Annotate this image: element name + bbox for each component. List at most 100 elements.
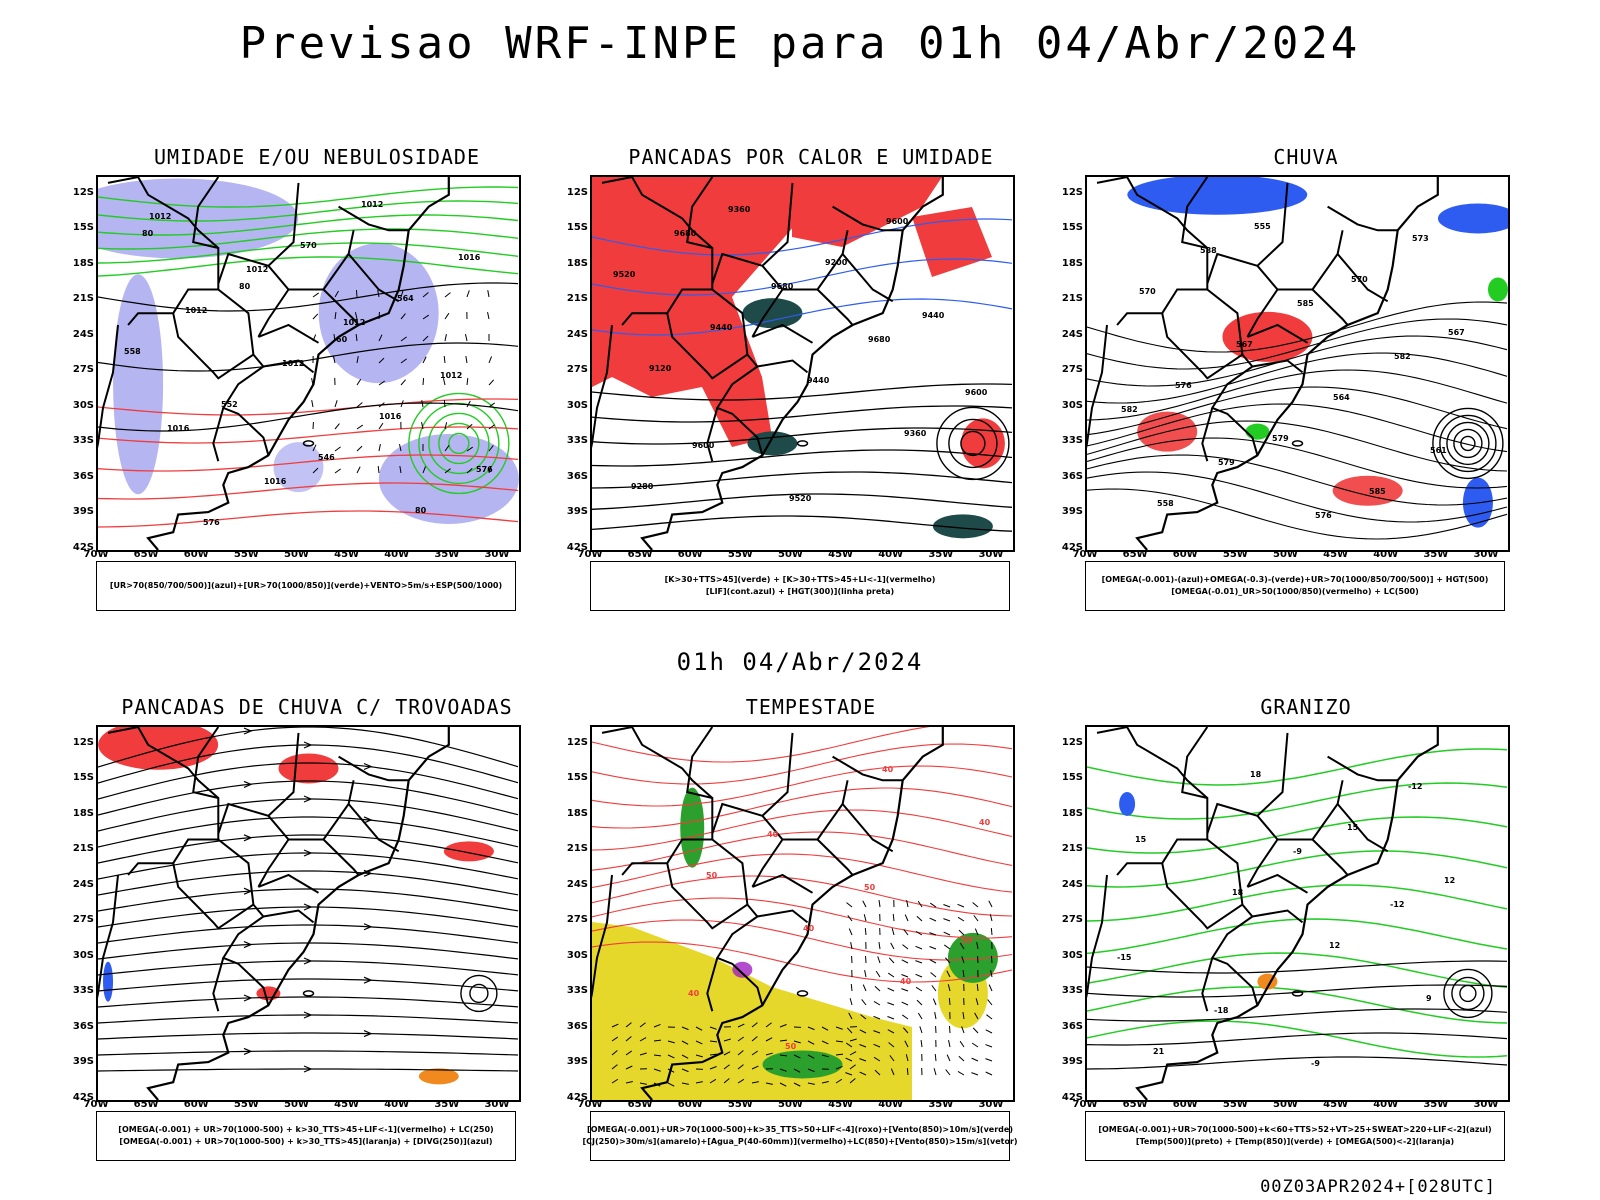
state-border: [172, 312, 254, 380]
wind-vector: [849, 1064, 856, 1070]
wind-vector: [807, 1026, 815, 1031]
height-contour: [1087, 454, 1508, 506]
latitude-tick: 15S: [1061, 222, 1083, 234]
latitude-tick: 21S: [566, 843, 588, 855]
wind-vector: [421, 400, 424, 408]
longitude-tick: 65W: [133, 549, 159, 560]
state-border: [1256, 732, 1344, 841]
streamline: [98, 906, 519, 928]
lagoon: [302, 990, 315, 997]
divergence-area: [103, 961, 114, 1002]
longitude-tick: 45W: [334, 549, 360, 560]
state-border: [1201, 957, 1214, 1012]
wind-vector: [903, 1027, 909, 1034]
precipitable-water-contour: [592, 853, 1013, 893]
wind-vector: [334, 290, 339, 298]
legend-line: [OMEGA(-0.001)+UR>70(1000-500)+k<60+TTS>…: [1098, 1125, 1492, 1134]
latitude-tick: 36S: [566, 470, 588, 482]
wind-vector: [751, 1065, 759, 1070]
coastline: [1135, 177, 1439, 550]
state-border: [212, 957, 225, 1012]
legend-box: [OMEGA(-0.001)+UR>70(1000-500)+k>35_TTS>…: [582, 1111, 1018, 1161]
wind-vector: [332, 356, 336, 364]
wind-vector: [422, 377, 425, 386]
wind-vector: [681, 1082, 689, 1085]
wind-vector: [901, 1014, 909, 1020]
contour-label: 9680: [771, 282, 794, 291]
latitude-tick: 42S: [566, 542, 588, 553]
contour-label: 1016: [167, 424, 190, 433]
latitude-tick: 36S: [566, 1020, 588, 1032]
state-border: [217, 252, 269, 284]
wind-vector: [737, 1036, 745, 1042]
streamline-arrow: [243, 941, 253, 949]
wind-vector: [985, 1029, 993, 1034]
latitude-tick: 15S: [1061, 772, 1083, 784]
wind-vector: [444, 312, 450, 320]
latitude-tick: 21S: [72, 293, 94, 305]
longitude-tick: 70W: [577, 549, 603, 560]
state-border: [322, 838, 360, 876]
longitude-tick: 30W: [1473, 549, 1499, 560]
humidity-contour: [448, 432, 470, 455]
latitude-tick: 18S: [566, 807, 588, 819]
wind-vector: [901, 988, 909, 992]
wind-vector: [920, 1039, 923, 1048]
latitude-tick: 21S: [566, 293, 588, 305]
latitude-tick: 30S: [72, 399, 94, 411]
wind-vector: [709, 1066, 717, 1070]
humidity-contour: [98, 256, 519, 277]
contour-label: 1016: [458, 253, 481, 262]
wind-vector: [835, 1040, 844, 1043]
wind-vector: [887, 1016, 895, 1020]
state-border: [1161, 862, 1243, 930]
wind-vector: [874, 1069, 881, 1076]
state-border: [1096, 177, 1208, 249]
longitude-tick: 55W: [1222, 1099, 1248, 1110]
wind-vector: [400, 379, 406, 386]
wind-vector: [709, 1040, 718, 1043]
page-title: Previsao WRF-INPE para 01h 04/Abr/2024: [239, 18, 1361, 69]
temp-500-contour: [1459, 984, 1477, 1003]
latitude-tick: 18S: [72, 807, 94, 819]
state-border: [347, 253, 400, 303]
wind-vector: [737, 1023, 745, 1028]
wind-vector: [887, 1029, 895, 1034]
latitude-tick: 42S: [566, 1092, 588, 1103]
wind-vector: [400, 400, 404, 408]
wind-vector: [821, 1081, 829, 1084]
state-border: [322, 288, 360, 326]
contour-label: 1012: [343, 318, 365, 327]
contour-label: -18: [1214, 1006, 1229, 1015]
latitude-tick: 15S: [566, 772, 588, 784]
longitude-tick: 40W: [878, 1099, 904, 1110]
state-border: [706, 957, 719, 1012]
wind-vector: [779, 1068, 787, 1072]
state-border: [257, 288, 290, 338]
state-border: [711, 802, 763, 834]
wind-vector: [915, 986, 923, 992]
humidity-contour: [98, 214, 519, 236]
longitude-tick: 45W: [334, 1099, 360, 1110]
wind-vector: [377, 465, 380, 474]
wind-vector: [859, 1058, 867, 1062]
convection-area: [912, 207, 992, 277]
wind-vector: [625, 1036, 632, 1042]
humidity-contour: [98, 200, 519, 222]
wind-vector: [695, 1081, 703, 1084]
wind-vector: [972, 1027, 979, 1034]
wind-vector: [354, 312, 358, 320]
streamline: [98, 762, 519, 800]
wind-vector: [901, 974, 909, 978]
state-border: [98, 324, 119, 449]
wind-vector: [847, 915, 853, 922]
contour-label: 555: [1254, 222, 1271, 231]
lifted-index-contour: [592, 218, 1013, 256]
wind-850-area: [947, 932, 998, 983]
streamline-arrow: [303, 849, 313, 857]
height-contour: [592, 427, 1013, 445]
latitude-tick: 39S: [72, 506, 94, 518]
longitude-tick: 35W: [928, 1099, 954, 1110]
longitude-tick: 30W: [484, 1099, 510, 1110]
humidity-area: [273, 442, 324, 493]
